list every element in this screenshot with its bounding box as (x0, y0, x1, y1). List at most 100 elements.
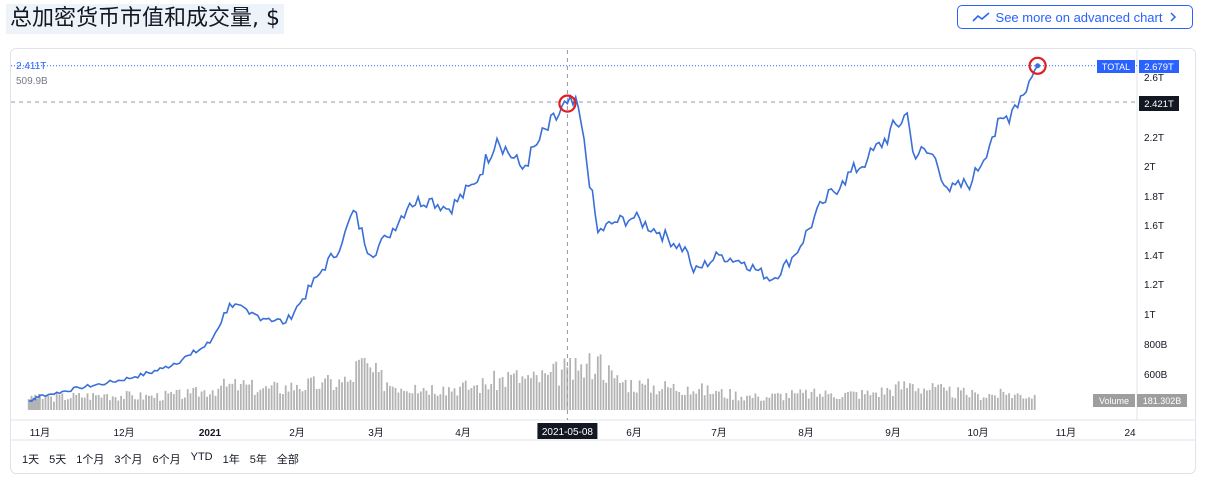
volume-bar (585, 363, 588, 410)
range-button[interactable]: 全部 (276, 454, 299, 466)
volume-bar (159, 400, 161, 410)
volume-bar (574, 358, 577, 410)
volume-bar (467, 389, 470, 410)
volume-bar (200, 391, 203, 410)
volume-bar (838, 399, 841, 410)
volume-bar (833, 397, 835, 410)
volume-bar (134, 399, 136, 410)
volume-bar (1030, 398, 1033, 410)
volume-bar (788, 397, 790, 410)
volume-bar (276, 382, 279, 410)
volume-bar (776, 393, 779, 410)
volume-bar (894, 384, 897, 410)
chart-frame[interactable] (10, 48, 1196, 474)
volume-bar (363, 358, 366, 410)
volume-bar (819, 393, 821, 410)
volume-bar (237, 390, 239, 410)
volume-bar (35, 399, 38, 410)
volume-bar (669, 388, 672, 410)
range-button[interactable]: 3个月 (114, 454, 143, 466)
volume-bar (644, 384, 647, 410)
volume-bar (507, 372, 510, 410)
volume-bar (835, 398, 838, 410)
range-button[interactable]: 5天 (49, 454, 67, 466)
range-button[interactable]: 1天 (22, 454, 40, 466)
volume-bar (695, 393, 698, 410)
volume-bar (153, 397, 156, 410)
volume-bar (78, 393, 80, 410)
volume-bar (863, 394, 866, 410)
volume-bar (1005, 395, 1008, 410)
volume-bar (762, 400, 765, 410)
volume-bar (341, 382, 343, 410)
volume-bar (813, 388, 816, 410)
volume-bar (616, 375, 619, 410)
volume-bar (971, 389, 974, 410)
volume-bar (89, 399, 92, 410)
x-tick-label: 11月 (30, 427, 50, 439)
volume-bar (965, 394, 968, 410)
volume-bar (417, 393, 419, 410)
volume-bar (422, 388, 425, 410)
range-button[interactable]: 5年 (249, 454, 267, 466)
volume-value-label: 181.302B (1143, 396, 1182, 406)
volume-bar (270, 385, 273, 410)
volume-bar (652, 385, 655, 410)
range-button[interactable]: 1年 (222, 454, 240, 466)
volume-bar (436, 395, 439, 410)
trend-icon (971, 12, 990, 22)
volume-bar (120, 395, 122, 410)
volume-bar (203, 390, 206, 410)
volume-bar (178, 389, 181, 410)
volume-bar (386, 382, 388, 410)
volume-bar (231, 383, 234, 410)
volume-tag: Volume (1099, 396, 1129, 406)
volume-bar (1022, 398, 1025, 410)
volume-bar (332, 390, 335, 410)
volume-bar (259, 389, 262, 410)
range-button[interactable]: 6个月 (152, 454, 181, 466)
volume-bar (549, 372, 552, 410)
volume-bar (476, 385, 478, 410)
volume-bar (791, 390, 793, 410)
range-button[interactable]: 1个月 (76, 454, 105, 466)
advanced-chart-button[interactable]: See more on advanced chart (957, 5, 1193, 29)
chevron-right-icon (1170, 12, 1177, 22)
volume-bar (1013, 394, 1016, 410)
volume-bar (267, 388, 270, 410)
volume-bar (802, 392, 804, 410)
volume-bar (253, 395, 256, 410)
volume-bar (974, 392, 976, 410)
volume-bar (569, 358, 571, 410)
volume-bar (743, 400, 746, 410)
volume-bar (195, 387, 197, 410)
volume-bar (889, 389, 891, 410)
volume-bar (220, 385, 222, 410)
volume-bar (591, 379, 594, 410)
volume-bar (408, 392, 411, 410)
volume-bar (684, 395, 686, 410)
volume-bar (599, 354, 602, 410)
volume-bar (1008, 393, 1010, 411)
volume-bar (692, 391, 695, 410)
volume-bar (917, 388, 920, 410)
volume-bar (934, 387, 937, 410)
volume-bar (47, 395, 50, 410)
x-tick-label: 9月 (885, 427, 901, 439)
volume-bar (197, 396, 200, 410)
volume-bar (139, 392, 142, 410)
volume-bar (872, 392, 875, 410)
volume-bar (44, 396, 47, 410)
volume-bar (128, 391, 131, 410)
volume-bar (318, 388, 321, 410)
volume-bar (720, 389, 723, 410)
volume-bar (287, 391, 290, 410)
volume-bar (181, 398, 184, 410)
volume-bar (315, 389, 318, 410)
volume-bar (849, 391, 852, 410)
volume-bar (1002, 391, 1005, 410)
range-button[interactable]: YTD (190, 451, 213, 463)
volume-bar (50, 396, 52, 410)
volume-bar (821, 396, 824, 410)
